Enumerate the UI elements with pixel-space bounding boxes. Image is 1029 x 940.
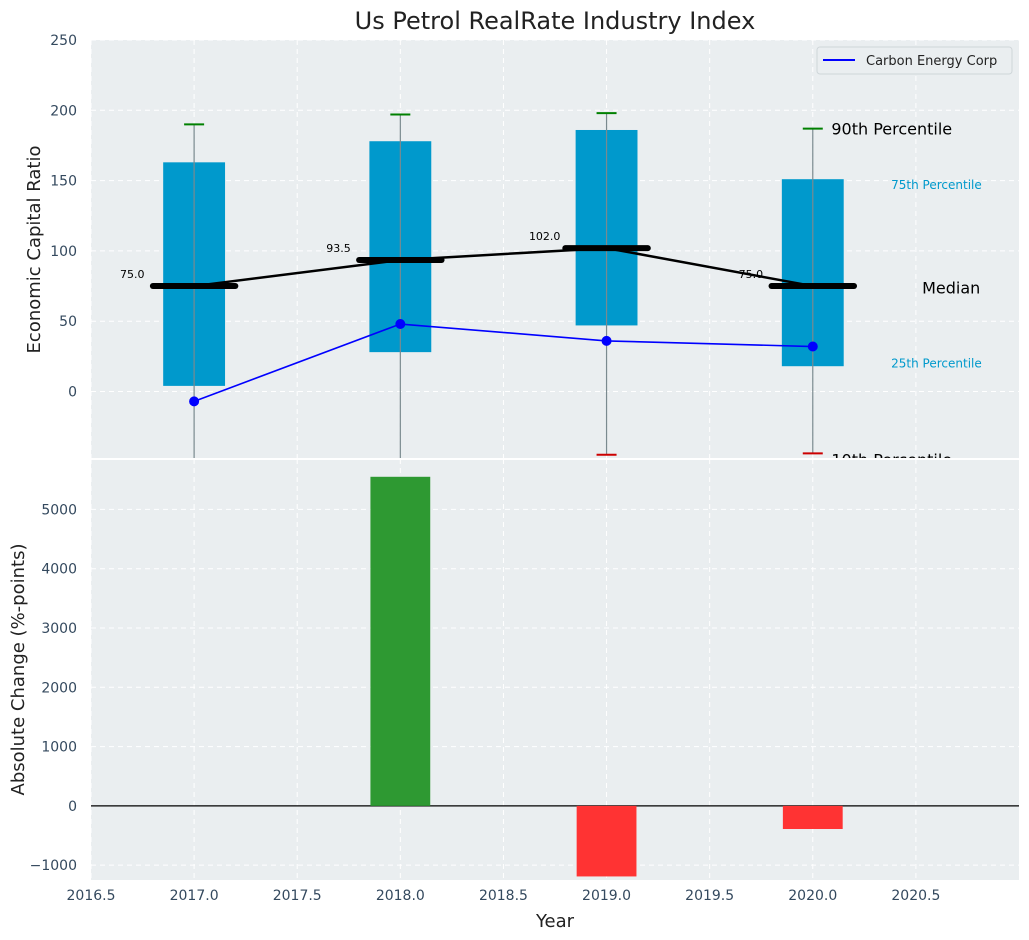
top-panel: 0 50 100 150 200 250 75.0 93.5 102.0 75.0 90th Per… <box>24 7 1019 469</box>
x-tick-label: 2019.0 <box>582 888 631 904</box>
top-ytick-label: 50 <box>59 314 77 330</box>
chart-title: Us Petrol RealRate Industry Index <box>355 7 756 35</box>
median-value-label: 93.5 <box>326 242 351 255</box>
top-plot-content <box>149 112 858 459</box>
bottom-ytick-label: 2000 <box>41 680 77 696</box>
x-tick-label: 2018.5 <box>479 888 528 904</box>
x-tick-label: 2017.5 <box>273 888 322 904</box>
top-plot-background <box>91 40 1019 459</box>
x-tick-label: 2020.5 <box>891 888 940 904</box>
x-tick-label: 2019.5 <box>685 888 734 904</box>
median-value-label: 75.0 <box>120 268 145 281</box>
bottom-ytick-label: 1000 <box>41 740 77 756</box>
series-point-2020 <box>807 341 818 352</box>
series-point-2017 <box>189 396 200 407</box>
bottom-plot-background <box>91 459 1019 880</box>
x-tick-label: 2018.0 <box>376 888 425 904</box>
top-y-axis-label: Economic Capital Ratio <box>24 146 45 354</box>
top-ytick-label: 100 <box>50 244 77 260</box>
annotation-p90: 90th Percentile <box>831 120 952 139</box>
legend-label: Carbon Energy Corp <box>866 54 997 69</box>
legend-box <box>816 46 1013 75</box>
bottom-ytick-label: −1000 <box>30 858 77 874</box>
top-ytick-label: 0 <box>68 385 77 401</box>
bottom-ytick-label: 5000 <box>41 502 77 518</box>
x-tick-label: 2020.0 <box>788 888 837 904</box>
change-bar-2018 <box>370 476 431 806</box>
top-ytick-label: 150 <box>50 174 77 190</box>
annotation-p25: 25th Percentile <box>891 356 982 370</box>
bottom-ytick-label: 3000 <box>41 621 77 637</box>
annotation-p75: 75th Percentile <box>891 178 982 192</box>
x-tick-label: 2016.5 <box>67 888 116 904</box>
x-axis-label: Year <box>535 911 575 932</box>
change-bar-2019 <box>576 805 637 877</box>
annotation-median: Median <box>922 278 980 297</box>
bottom-panel: −1000 0 1000 2000 3000 4000 5000 2016.5 2017.0 20… <box>8 458 1019 932</box>
bottom-y-axis-label: Absolute Change (%-points) <box>8 544 29 796</box>
x-tick-label: 2017.0 <box>170 888 219 904</box>
top-ytick-label: 250 <box>50 33 77 49</box>
series-point-2019 <box>601 335 612 346</box>
bottom-ytick-label: 4000 <box>41 562 77 578</box>
series-point-2018 <box>395 319 406 330</box>
series-line <box>193 323 813 403</box>
top-ytick-label: 200 <box>50 103 77 119</box>
change-bar-2020 <box>782 805 843 830</box>
bottom-ytick-label: 0 <box>68 799 77 815</box>
legend: Carbon Energy Corp <box>816 46 1013 75</box>
median-line <box>193 246 814 288</box>
median-value-label: 75.0 <box>739 268 764 281</box>
median-value-label: 102.0 <box>529 230 561 243</box>
